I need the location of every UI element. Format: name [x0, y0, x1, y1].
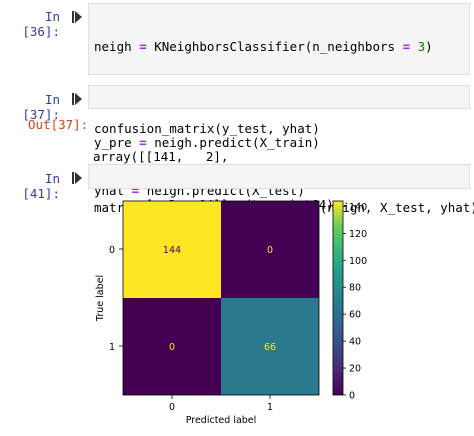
cell-value-0-1: 0: [267, 245, 273, 256]
run-icon[interactable]: [72, 92, 84, 106]
x-tick-label: 0: [169, 402, 175, 413]
code-line: y_pre = neigh.predict(X_train): [94, 135, 464, 151]
code-token: =: [402, 39, 411, 54]
colorbar-tick-label: 60: [349, 310, 361, 321]
code-token: [410, 39, 418, 54]
confusion-matrix-chart: 144 0 0 66 0 1 0 1 Predicted label True …: [95, 200, 367, 426]
cell-37-prompt: In [37]:: [22, 92, 60, 122]
code-token: neigh: [94, 39, 140, 54]
colorbar-tick-label: 20: [349, 364, 361, 375]
matrix-cell-1-1: [221, 298, 319, 395]
code-token: =: [131, 183, 140, 198]
output-37-prompt: Out[37]:: [28, 117, 89, 132]
code-line: confusion_matrix(y_test, yhat): [94, 121, 464, 137]
colorbar-tick-label: 140: [349, 202, 367, 213]
x-axis-label: Predicted label: [186, 415, 257, 426]
code-token: =: [139, 135, 147, 150]
run-icon[interactable]: [72, 171, 84, 185]
code-token: ): [425, 39, 433, 54]
code-cell-41[interactable]: matrix = plot_confusion_matrix(neigh, X_…: [88, 164, 474, 215]
code-token: neigh.predict(X_train): [146, 135, 320, 150]
y-axis-label: True label: [95, 275, 106, 322]
colorbar: [332, 200, 344, 396]
code-token: =: [139, 39, 147, 54]
x-tick-label: 1: [267, 402, 273, 413]
cell-41-prompt: In [41]:: [22, 171, 60, 201]
code-token: KNeighborsClassifier(n_neighbors: [146, 39, 403, 54]
colorbar-tick-label: 0: [349, 391, 355, 402]
cell-value-1-1: 66: [264, 342, 276, 353]
y-tick-label: 1: [109, 342, 115, 353]
code-line: neigh = KNeighborsClassifier(n_neighbors…: [94, 39, 464, 55]
code-token: y_pre: [94, 135, 140, 150]
colorbar-ticks: 0 20 40 60 80 100 120 140: [343, 202, 367, 402]
plot-frame: [122, 200, 320, 396]
matrix-cell-1-0: [123, 298, 221, 395]
code-cell-37[interactable]: confusion_matrix(y_test, yhat): [88, 85, 470, 136]
colorbar-tick-label: 120: [349, 229, 367, 240]
code-token: confusion_matrix(y_test, yhat): [94, 121, 320, 136]
y-tick-label: 0: [109, 245, 115, 256]
output-line: array([[141, 2],: [93, 149, 229, 164]
run-icon[interactable]: [72, 10, 84, 24]
code-cell-36[interactable]: neigh = KNeighborsClassifier(n_neighbors…: [88, 3, 470, 198]
colorbar-tick-label: 80: [349, 283, 361, 294]
matrix-cell-0-0: [123, 201, 221, 298]
cell-value-1-0: 0: [169, 342, 175, 353]
cell-36-prompt: In [36]:: [22, 9, 60, 39]
cell-value-0-0: 144: [163, 245, 181, 256]
colorbar-tick-label: 40: [349, 337, 361, 348]
colorbar-tick-label: 100: [349, 256, 367, 267]
matrix-cell-0-1: [221, 201, 319, 298]
code-token: 3: [417, 39, 426, 54]
